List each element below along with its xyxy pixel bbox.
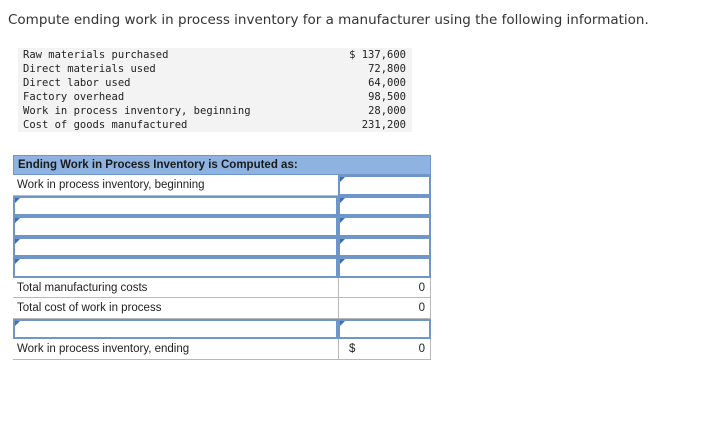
given-information-table: Raw materials purchased $ 137,600 Direct…	[18, 48, 412, 132]
total-manufacturing-costs-label: Total manufacturing costs	[13, 278, 338, 298]
worksheet-row-total-mfg: Total manufacturing costs 0	[13, 277, 431, 298]
input-marker-icon	[15, 238, 20, 244]
input-marker-icon	[15, 320, 20, 326]
cost-item-label-input-2[interactable]	[13, 216, 338, 237]
input-marker-icon	[340, 218, 345, 223]
given-row: Direct labor used 64,000	[18, 76, 412, 90]
given-row: Raw materials purchased $ 137,600	[18, 48, 412, 62]
cost-item-label-input-4[interactable]	[13, 257, 338, 278]
input-marker-icon	[340, 259, 345, 264]
given-label: Factory overhead	[23, 91, 125, 103]
cost-item-amount-input-5[interactable]	[338, 318, 431, 339]
given-value: 98,500	[368, 91, 406, 103]
cost-item-label-input-3[interactable]	[13, 236, 338, 257]
worksheet-row-entry-1	[13, 195, 431, 216]
given-value: 64,000	[368, 77, 406, 89]
given-value: $ 137,600	[349, 49, 406, 61]
total-cost-wip-value: 0	[418, 302, 425, 314]
ending-wip-cell: $ 0	[338, 339, 431, 360]
given-row: Direct materials used 72,800	[18, 62, 412, 76]
given-value: 72,800	[368, 63, 406, 75]
given-label: Direct materials used	[23, 63, 156, 75]
input-marker-icon	[340, 177, 345, 182]
cost-item-amount-input-2[interactable]	[338, 216, 431, 237]
total-manufacturing-costs-cell: 0	[338, 277, 431, 298]
given-label: Raw materials purchased	[23, 49, 169, 61]
input-marker-icon	[340, 320, 345, 326]
beginning-wip-label: Work in process inventory, beginning	[13, 175, 338, 196]
given-row: Cost of goods manufactured 231,200	[18, 118, 412, 132]
input-marker-icon	[15, 218, 20, 223]
worksheet-row-beginning: Work in process inventory, beginning	[13, 175, 431, 196]
input-marker-icon	[340, 197, 345, 203]
beginning-wip-amount-input[interactable]	[338, 175, 431, 196]
given-label: Direct labor used	[23, 77, 131, 89]
input-marker-icon	[340, 238, 345, 244]
question-text: Compute ending work in process inventory…	[8, 12, 649, 28]
input-marker-icon	[15, 259, 20, 264]
currency-symbol: $	[349, 343, 356, 355]
worksheet-row-total-cost: Total cost of work in process 0	[13, 298, 431, 319]
cost-item-label-input-5[interactable]	[13, 318, 338, 339]
worksheet-row-entry-3	[13, 236, 431, 257]
cost-item-amount-input-4[interactable]	[338, 257, 431, 278]
worksheet-header: Ending Work in Process Inventory is Comp…	[13, 155, 431, 175]
given-value: 231,200	[361, 119, 406, 131]
cost-item-amount-input-1[interactable]	[338, 195, 431, 216]
cost-item-label-input-1[interactable]	[13, 195, 338, 216]
cost-item-amount-input-3[interactable]	[338, 236, 431, 257]
input-marker-icon	[15, 197, 20, 203]
given-row: Factory overhead 98,500	[18, 90, 412, 104]
given-label: Cost of goods manufactured	[23, 119, 188, 131]
ending-wip-label: Work in process inventory, ending	[13, 339, 338, 360]
given-label: Work in process inventory, beginning	[23, 105, 251, 117]
worksheet-row-entry-4	[13, 257, 431, 278]
total-manufacturing-costs-value: 0	[418, 281, 425, 294]
given-row: Work in process inventory, beginning 28,…	[18, 104, 412, 118]
total-cost-wip-cell: 0	[338, 298, 431, 319]
total-cost-wip-label: Total cost of work in process	[13, 298, 338, 319]
given-value: 28,000	[368, 105, 406, 117]
worksheet-row-entry-5	[13, 318, 431, 339]
worksheet-table: Ending Work in Process Inventory is Comp…	[13, 155, 431, 360]
worksheet-row-ending: Work in process inventory, ending $ 0	[13, 339, 431, 360]
ending-wip-value: 0	[418, 343, 425, 355]
worksheet-row-entry-2	[13, 216, 431, 237]
